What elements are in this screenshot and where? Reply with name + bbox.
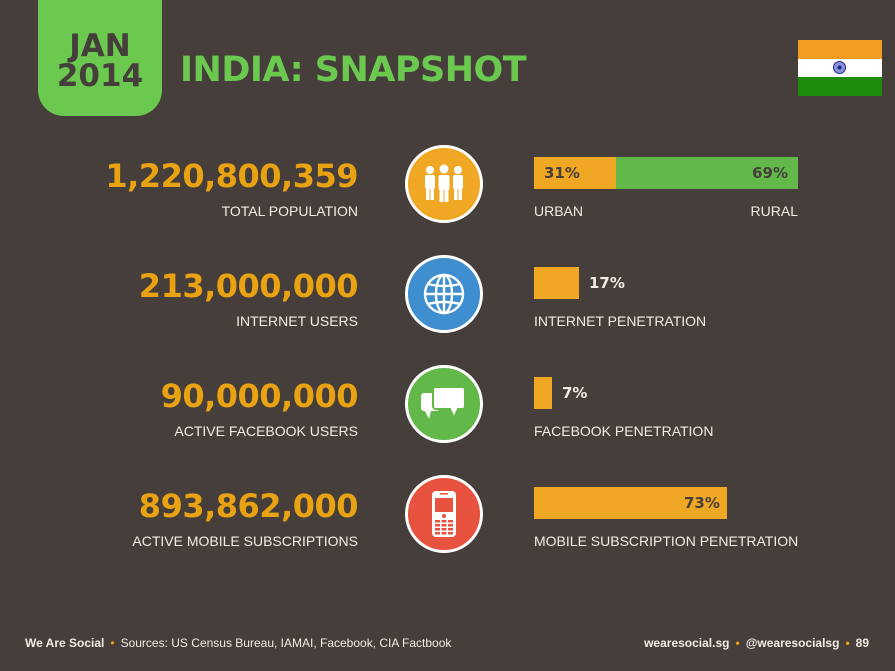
stat-value: 893,862,000 xyxy=(138,487,359,525)
facebook-penetration-label: FACEBOOK PENETRATION xyxy=(534,423,714,439)
internet-penetration-label: INTERNET PENETRATION xyxy=(534,313,707,329)
footer-right: wearesocial.sg • @wearesocialsg • 89 xyxy=(644,636,869,650)
rural-segment xyxy=(615,157,798,189)
rural-label: RURAL xyxy=(750,203,798,219)
stat-value: 1,220,800,359 xyxy=(105,157,358,195)
stat-row-mobile: 893,862,000 ACTIVE MOBILE SUBSCRIPTIONS … xyxy=(0,475,895,587)
stat-label: ACTIVE MOBILE SUBSCRIPTIONS xyxy=(132,533,358,549)
internet-penetration-bar: 17% xyxy=(534,267,798,299)
date-year: 2014 xyxy=(56,58,144,94)
mobile-penetration-label: MOBILE SUBSCRIPTION PENETRATION xyxy=(534,533,799,549)
rural-pct: 69% xyxy=(752,164,788,182)
mobile-phone-icon xyxy=(405,475,483,553)
urban-label: URBAN xyxy=(534,203,584,219)
facebook-pct: 7% xyxy=(562,384,588,402)
stat-row-internet: 213,000,000 INTERNET USERS 17% INTERNET … xyxy=(0,255,895,367)
chat-bubbles-icon xyxy=(405,365,483,443)
stat-value: 90,000,000 xyxy=(160,377,359,415)
stat-label: TOTAL POPULATION xyxy=(221,203,358,219)
facebook-penetration-bar: 7% xyxy=(534,377,798,409)
stat-value: 213,000,000 xyxy=(138,267,359,305)
urban-rural-bar: 31% 69% xyxy=(534,157,798,189)
brand-name: We Are Social xyxy=(25,636,105,650)
globe-icon xyxy=(405,255,483,333)
urban-segment xyxy=(534,157,616,189)
separator-dot: • xyxy=(735,636,740,650)
stat-label: ACTIVE FACEBOOK USERS xyxy=(174,423,358,439)
stat-row-population: 1,220,800,359 TOTAL POPULATION 31% 69% U… xyxy=(0,145,895,257)
sources-text: Sources: US Census Bureau, IAMAI, Facebo… xyxy=(120,636,452,650)
separator-dot: • xyxy=(110,636,115,650)
date-tab: JAN 2014 xyxy=(38,0,162,116)
facebook-segment xyxy=(534,377,552,409)
handle-link[interactable]: @wearesocialsg xyxy=(745,636,840,650)
urban-pct: 31% xyxy=(544,164,580,182)
date-month: JAN xyxy=(69,28,131,64)
footer-left: We Are Social • Sources: US Census Bureau,… xyxy=(25,636,451,650)
india-flag-icon xyxy=(798,40,882,97)
ashoka-chakra-icon xyxy=(833,61,846,74)
mobile-pct: 73% xyxy=(684,494,720,512)
mobile-penetration-bar: 73% xyxy=(534,487,798,519)
mobile-segment xyxy=(534,487,727,519)
people-icon xyxy=(405,145,483,223)
page-title: INDIA: SNAPSHOT xyxy=(180,50,527,90)
separator-dot: • xyxy=(845,636,850,650)
page-number: 89 xyxy=(855,636,869,650)
stat-row-facebook: 90,000,000 ACTIVE FACEBOOK USERS 7% FACE… xyxy=(0,365,895,477)
internet-pct: 17% xyxy=(589,274,625,292)
site-link[interactable]: wearesocial.sg xyxy=(644,636,730,650)
stat-label: INTERNET USERS xyxy=(236,313,358,329)
internet-segment xyxy=(534,267,579,299)
